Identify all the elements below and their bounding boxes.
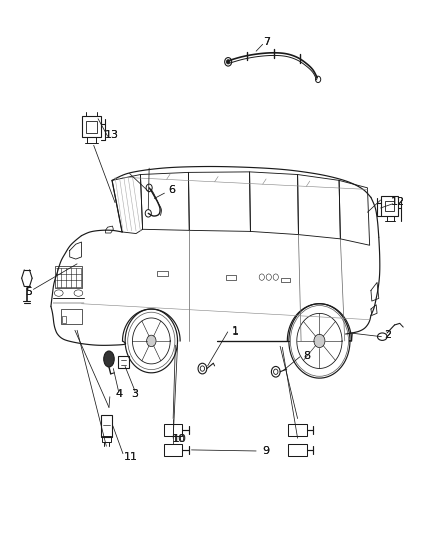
Circle shape [147, 335, 156, 346]
Bar [102, 435, 111, 442]
Bar [118, 356, 129, 368]
Text: 1: 1 [232, 326, 239, 336]
Text: 9: 9 [262, 446, 269, 456]
Ellipse shape [104, 351, 114, 367]
Text: 8: 8 [303, 351, 310, 361]
Bar [164, 424, 182, 436]
Text: 12: 12 [391, 197, 405, 207]
Text: 7: 7 [264, 37, 271, 47]
Bar [55, 266, 82, 288]
Text: 3: 3 [132, 389, 139, 399]
Text: 4: 4 [115, 389, 122, 399]
Text: 3: 3 [132, 389, 139, 399]
Circle shape [226, 60, 230, 64]
Text: 13: 13 [105, 130, 119, 140]
Bar [157, 271, 168, 276]
Text: 12: 12 [391, 197, 405, 207]
Text: 11: 11 [124, 452, 138, 462]
Bar [288, 424, 307, 436]
Bar [226, 275, 237, 280]
Bar [281, 278, 290, 282]
Bar [385, 200, 394, 211]
Text: 2: 2 [385, 329, 392, 340]
Text: 10: 10 [172, 434, 186, 445]
Text: 9: 9 [262, 446, 269, 456]
Text: 6: 6 [168, 185, 175, 196]
Text: 7: 7 [264, 37, 271, 47]
Bar [288, 444, 307, 456]
Bar [381, 196, 398, 216]
Text: 5: 5 [25, 287, 32, 297]
Text: 2: 2 [385, 329, 392, 340]
Bar [164, 444, 182, 456]
Text: 4: 4 [115, 389, 122, 399]
Bar [62, 317, 66, 323]
Bar [101, 415, 112, 437]
Text: 10: 10 [173, 434, 187, 444]
Text: 8: 8 [303, 351, 310, 361]
Text: 5: 5 [25, 287, 32, 297]
Bar [61, 309, 82, 324]
Text: 11: 11 [124, 452, 138, 462]
Bar [86, 121, 97, 133]
Text: 6: 6 [168, 185, 175, 196]
Bar [82, 116, 101, 138]
Circle shape [314, 334, 325, 348]
Text: 13: 13 [105, 130, 119, 140]
Text: 1: 1 [232, 327, 239, 337]
